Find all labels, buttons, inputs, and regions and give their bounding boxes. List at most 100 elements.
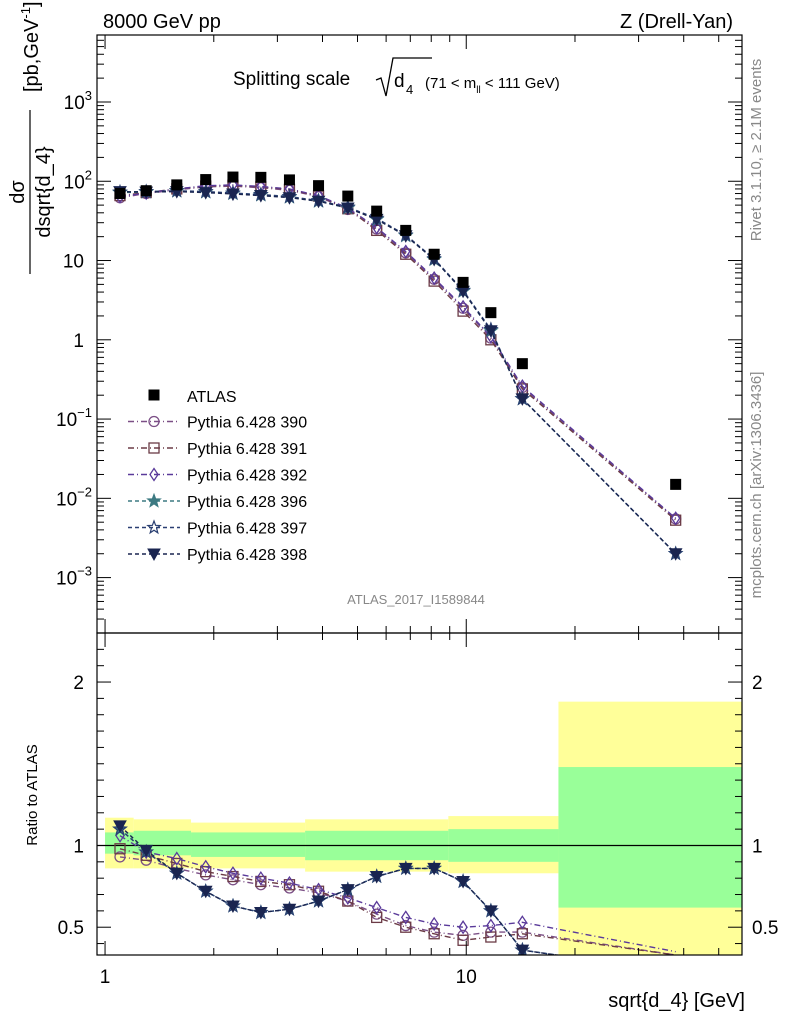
main-frame [96,34,743,634]
x-axis-ticks: 1 10 [100,35,720,988]
ratio-point [398,862,413,876]
legend-marker-atlas [148,389,160,401]
ratio-point [228,866,238,881]
y-tick-label: 10 [63,252,84,273]
ratio-series-group [112,820,676,955]
atlas-point [255,171,267,183]
ratio-band-inner [105,832,134,854]
ratio-band-inner [191,832,306,857]
ratio-point [371,911,383,924]
title-main: Splitting scale [233,69,350,90]
legend-marker [149,467,159,482]
ratio-point [400,921,412,933]
title-subscript: 4 [406,82,413,97]
legend: ATLAS Pythia 6.428 390 Pythia 6.428 391 Pyt… [128,389,307,564]
legend-marker [146,519,162,535]
ratio-point [172,851,182,866]
legend-label: Pythia 6.428 391 [187,441,307,458]
legend-label: Pythia 6.428 397 [187,521,307,538]
ratio-tick-label: 0.5 [58,918,84,939]
atlas-point [140,185,152,197]
ylabel-unit: [pb,GeV-1] [18,1,43,92]
ratio-point [484,905,498,918]
ratio-point [343,890,353,905]
series-point [457,305,469,317]
ratio-axis-ticks: 0.5 0.5 1 1 2 2 [58,648,778,945]
series-point [254,190,268,203]
series-line [119,185,677,520]
ratio-point [456,875,470,889]
series-point [668,548,683,561]
ratio-point [113,820,127,833]
series-point [429,270,439,286]
ratio-tick-label-right: 1 [752,836,763,857]
title-range: (71 < mll < 111 GeV) [425,75,560,96]
ratio-point [256,871,266,886]
ratio-point [227,870,239,883]
series-point [226,188,240,202]
atlas-data-group [114,171,682,490]
ratio-point [169,867,184,881]
chart-title: Splitting scale d 4 (71 < mll < 111 GeV) [233,57,560,97]
series-point [670,511,681,526]
legend-marker [148,442,160,454]
atlas-point [371,205,383,217]
x-tick-label: 10 [456,967,477,988]
ratio-point [458,920,468,935]
ratio-point [340,884,355,897]
series-point [515,393,530,406]
y-tick-label: 10−3 [56,564,92,590]
ratio-point [198,885,213,899]
sqrt-symbol [375,57,432,97]
series-point [371,220,382,235]
ratio-point [486,918,496,933]
ratio-point [369,871,384,884]
legend-marker [148,415,160,428]
ratio-tick-label-right: 0.5 [752,918,778,939]
atlas-point [342,190,354,202]
y-tick-label: 10−2 [56,484,92,510]
ratio-point [114,851,126,863]
ratio-tick-label-right: 2 [752,673,763,694]
legend-label: Pythia 6.428 398 [187,547,307,564]
header-energy: 8000 GeV pp [103,11,221,33]
series-point [282,192,297,205]
atlas-point [428,248,440,260]
series-line [119,184,677,519]
ratio-point [517,915,528,930]
ratio-uncertainty-bands [105,701,742,955]
rivet-label: Rivet 3.1.10, ≥ 2.1M events [748,59,765,242]
ratio-point [114,843,126,855]
ratio-series-3 [115,828,676,953]
atlas-point [313,180,325,192]
legend-label: Pythia 6.428 392 [187,468,307,485]
x-tick-label: 1 [100,967,111,988]
ratio-line [119,856,676,955]
ratio-point [226,900,240,914]
ylabel-denominator: dsqrt{d_4} [33,146,55,238]
ratio-point [139,844,154,858]
atlas-point [283,174,295,186]
ratio-point [311,895,326,909]
atlas-point [114,188,126,200]
x-axis-label: sqrt{d_4} [GeV] [608,990,745,1012]
ratio-line [119,835,676,953]
ratio-band-inner [558,767,742,908]
ratio-point [515,944,530,955]
atlas-point [200,174,212,186]
ratio-point [427,862,442,876]
ratio-line [119,825,562,955]
ratio-panel: 0.5 0.5 1 1 2 2 Ratio to ATLAS [24,632,778,956]
series-point [484,325,498,338]
title-symbol: d [394,71,405,92]
atlas-point [516,358,528,370]
ratio-point [457,934,469,946]
legend-marker [146,492,162,508]
atlas-point [227,171,239,183]
ratio-point [284,875,295,891]
y-tick-label: 10−1 [56,405,92,431]
atlas-point [171,179,183,191]
atlas-point [485,307,497,319]
